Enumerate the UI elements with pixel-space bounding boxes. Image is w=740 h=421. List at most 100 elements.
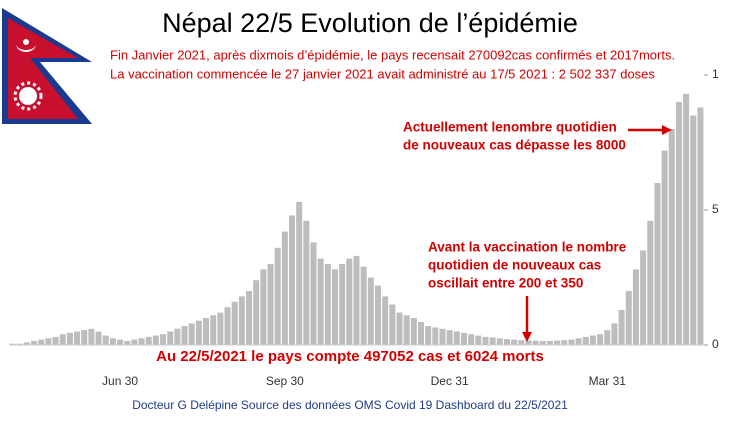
arrow-head [662,125,672,135]
bar [697,107,704,346]
bar [181,326,188,345]
x-tick-label: Dec 31 [431,374,469,388]
bar [460,332,467,345]
bar [174,328,181,345]
annotation: Avant la vaccination le nombre [428,240,627,255]
annotation: Au 22/5/2021 le pays compte 497052 cas e… [156,348,544,365]
bar [403,315,410,345]
bar [511,339,518,345]
bar [525,340,532,345]
bar [374,285,382,345]
bar [432,327,439,345]
bar [38,339,45,345]
bar [568,339,575,345]
bar [81,330,88,345]
bar [131,339,138,345]
bar [339,264,346,345]
bar [382,296,389,345]
bar [589,335,596,345]
subtitle: Fin Janvier 2021, après dixmois d’épidém… [110,47,675,62]
bar [52,336,59,345]
bar [532,340,539,345]
bar [539,340,546,345]
arrow-head [522,332,532,342]
bar [654,183,661,345]
bar [138,338,145,345]
bar [152,335,159,345]
bar [468,334,475,345]
chart-title: Népal 22/5 Evolution de l’épidémie [162,8,578,38]
bar [346,258,353,345]
bar [417,322,424,345]
bar [611,323,618,345]
bar [253,280,260,345]
bar [188,323,195,345]
bar [160,334,167,345]
bar [167,331,174,345]
bar [274,247,281,345]
bar [389,304,396,345]
bar [503,339,510,345]
bar [246,291,253,345]
bar [289,215,296,345]
bar [303,220,310,345]
bar [31,340,38,345]
bar [310,242,317,345]
bar [238,296,245,345]
bar [597,334,604,345]
y-tick-label: 0 [712,337,719,351]
bar [296,201,303,345]
y-tick-label: 1 [712,67,719,81]
bar [668,129,675,345]
bar [453,331,460,345]
bar [367,277,374,345]
bar [475,335,482,345]
bar [217,312,224,345]
bar [74,331,81,345]
bar [102,335,109,345]
bar [683,93,690,346]
bar [195,320,202,345]
bar [410,318,417,345]
bar [554,340,561,345]
subtitle: La vaccination commencée le 27 janvier 2… [110,66,655,81]
bar [109,338,116,345]
bar [661,150,668,345]
bar [482,336,489,345]
bar [489,337,496,345]
bar [124,340,131,345]
bar [618,309,625,345]
bar [546,340,553,345]
bar [331,269,339,345]
bar [632,269,639,345]
bar [446,330,453,345]
bar [604,330,611,345]
bar [396,312,403,345]
bar [267,264,274,345]
bar [9,343,16,345]
bar [647,220,654,345]
bar [439,328,446,345]
annotation: Actuellement lenombre quotidien [403,120,617,135]
bar [561,340,568,345]
bar [95,331,102,345]
x-tick-label: Jun 30 [102,374,138,388]
annotation: de nouveaux cas dépasse les 8000 [403,138,626,153]
bar [117,339,124,345]
bar [224,307,231,345]
bar [675,102,682,345]
bar [203,318,210,345]
flag [2,8,92,124]
bar [690,115,697,345]
annotation: quotidien de nouveaux cas [428,258,601,273]
bar [16,343,23,345]
bar [59,334,66,345]
bar [281,231,288,345]
bar [640,250,647,345]
annotation: oscillait entre 200 et 350 [428,276,583,291]
x-tick-label: Mar 31 [589,374,627,388]
bar [360,266,367,345]
y-tick-label: 5 [712,202,719,216]
x-tick-label: Sep 30 [266,374,304,388]
